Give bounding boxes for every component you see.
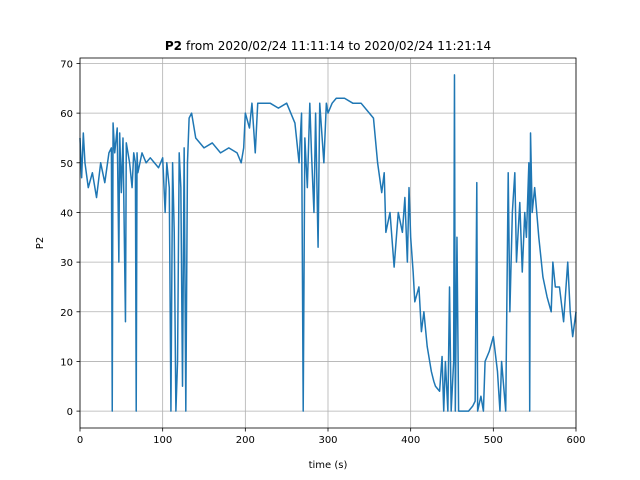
title-rest: from 2020/02/24 11:11:14 to 2020/02/24 1… — [186, 39, 491, 53]
x-axis-label: time (s) — [309, 460, 348, 471]
x-tick-label: 0 — [77, 435, 83, 446]
y-tick-label: 70 — [60, 59, 73, 70]
x-tick-label: 600 — [566, 435, 585, 446]
y-tick-label: 20 — [60, 308, 73, 319]
data-line — [79, 74, 577, 412]
y-tick-label: 0 — [67, 407, 73, 418]
x-tick-label: 200 — [236, 435, 255, 446]
x-tick-label: 500 — [484, 435, 503, 446]
y-tick-label: 30 — [60, 258, 73, 269]
x-tick-label: 300 — [318, 435, 337, 446]
x-tick-label: 100 — [153, 435, 172, 446]
chart-title: P2 from 2020/02/24 11:11:14 to 2020/02/24… — [165, 39, 491, 53]
y-tick-label: 10 — [60, 357, 73, 368]
y-tick-label: 50 — [60, 159, 73, 170]
y-tick-label: 60 — [60, 109, 73, 120]
plot-frame — [79, 57, 577, 429]
y-tick-label: 40 — [60, 208, 73, 219]
title-bold: P2 — [165, 39, 182, 53]
x-tick-label: 400 — [401, 435, 420, 446]
y-axis-label: P2 — [35, 237, 46, 249]
